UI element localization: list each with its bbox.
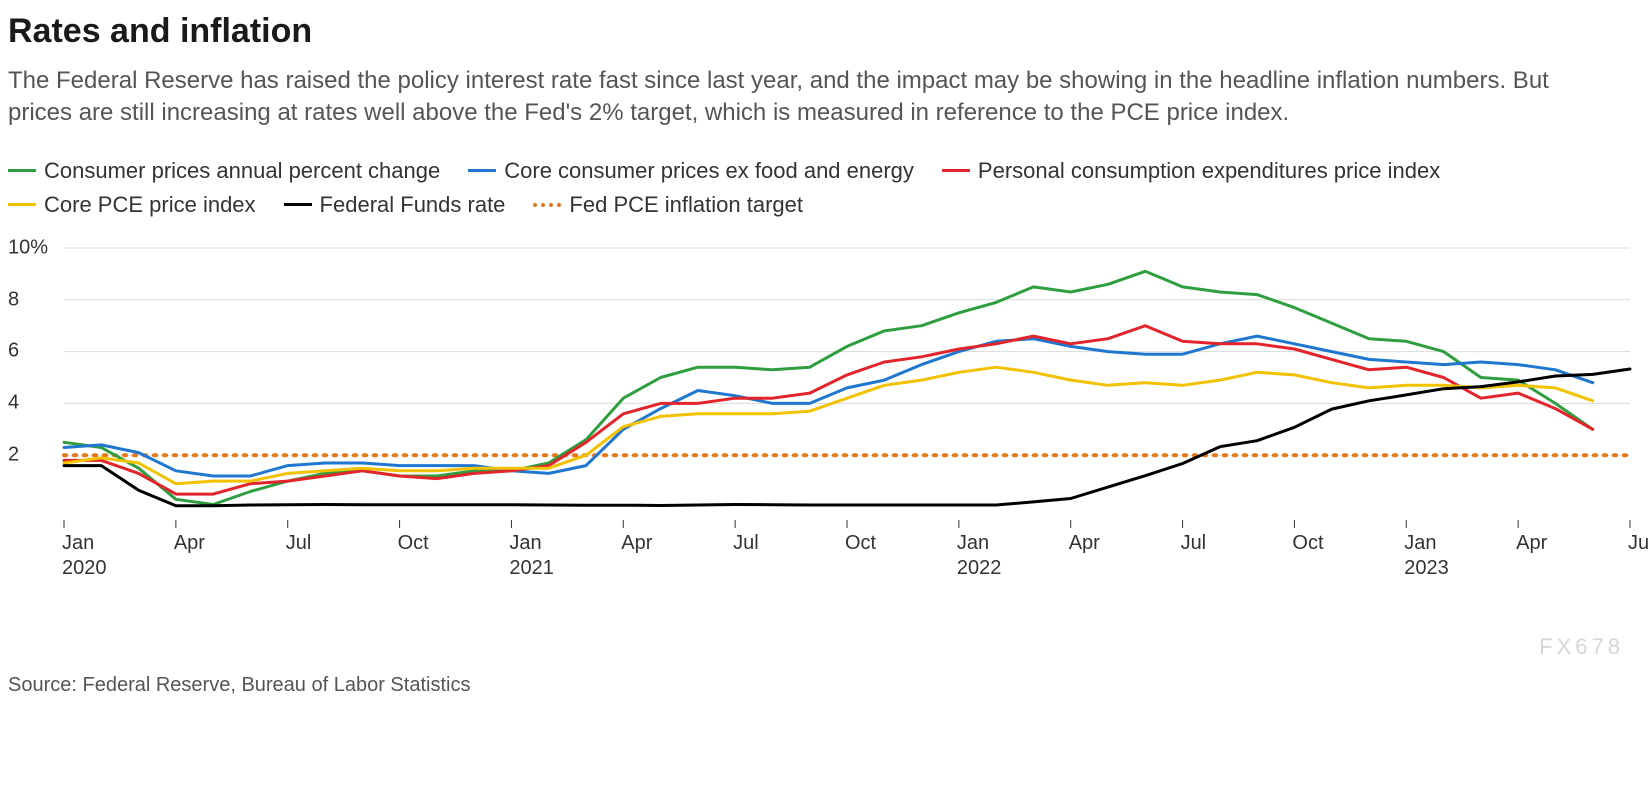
legend-item: Core consumer prices ex food and energy <box>468 158 914 184</box>
watermark: FX678 <box>1539 634 1624 660</box>
x-axis-label: Oct <box>1292 532 1323 555</box>
y-axis-label: 8 <box>8 288 19 311</box>
y-axis-label: 6 <box>8 340 19 363</box>
x-axis-label: Apr <box>1069 532 1100 555</box>
legend-item: Consumer prices annual percent change <box>8 158 440 184</box>
y-axis-label: 10% <box>8 236 48 259</box>
x-axis-label: Jul <box>286 532 312 555</box>
x-axis-label: Jan2022 <box>957 532 1002 580</box>
x-axis-label: Apr <box>1516 532 1547 555</box>
source-attribution: Source: Federal Reserve, Bureau of Labor… <box>8 674 1640 697</box>
x-axis-label: Jul <box>1181 532 1207 555</box>
legend-item: Core PCE price index <box>8 192 256 218</box>
x-axis-label: Jul <box>733 532 759 555</box>
x-axis-label: Jan2023 <box>1404 532 1449 580</box>
legend-label: Consumer prices annual percent change <box>44 158 440 184</box>
chart-subtitle: The Federal Reserve has raised the polic… <box>8 65 1608 130</box>
x-axis-label: Jul <box>1628 532 1648 555</box>
legend-label: Personal consumption expenditures price … <box>978 158 1440 184</box>
x-axis-label: Apr <box>621 532 652 555</box>
legend-item: Personal consumption expenditures price … <box>942 158 1440 184</box>
x-axis-label: Oct <box>845 532 876 555</box>
legend-item: Fed PCE inflation target <box>533 192 803 218</box>
legend-swatch <box>284 203 312 206</box>
legend-swatch <box>8 169 36 172</box>
legend-label: Fed PCE inflation target <box>569 192 803 218</box>
x-axis-label: Apr <box>174 532 205 555</box>
y-axis-label: 2 <box>8 444 19 467</box>
legend-label: Federal Funds rate <box>320 192 506 218</box>
legend-swatch <box>942 169 970 172</box>
x-axis-label: Jan2021 <box>509 532 554 580</box>
legend: Consumer prices annual percent change Cor… <box>8 158 1640 218</box>
legend-item: Federal Funds rate <box>284 192 506 218</box>
legend-label: Core consumer prices ex food and energy <box>504 158 914 184</box>
x-axis-label: Oct <box>398 532 429 555</box>
legend-swatch <box>8 203 36 206</box>
legend-swatch <box>533 203 561 207</box>
line-chart-svg <box>8 240 1638 620</box>
legend-swatch <box>468 169 496 172</box>
legend-label: Core PCE price index <box>44 192 256 218</box>
y-axis-label: 4 <box>8 392 19 415</box>
x-axis-label: Jan2020 <box>62 532 107 580</box>
chart-title: Rates and inflation <box>8 12 1640 51</box>
chart-area: 246810% Jan2020AprJulOctJan2021AprJulOct… <box>8 240 1638 620</box>
